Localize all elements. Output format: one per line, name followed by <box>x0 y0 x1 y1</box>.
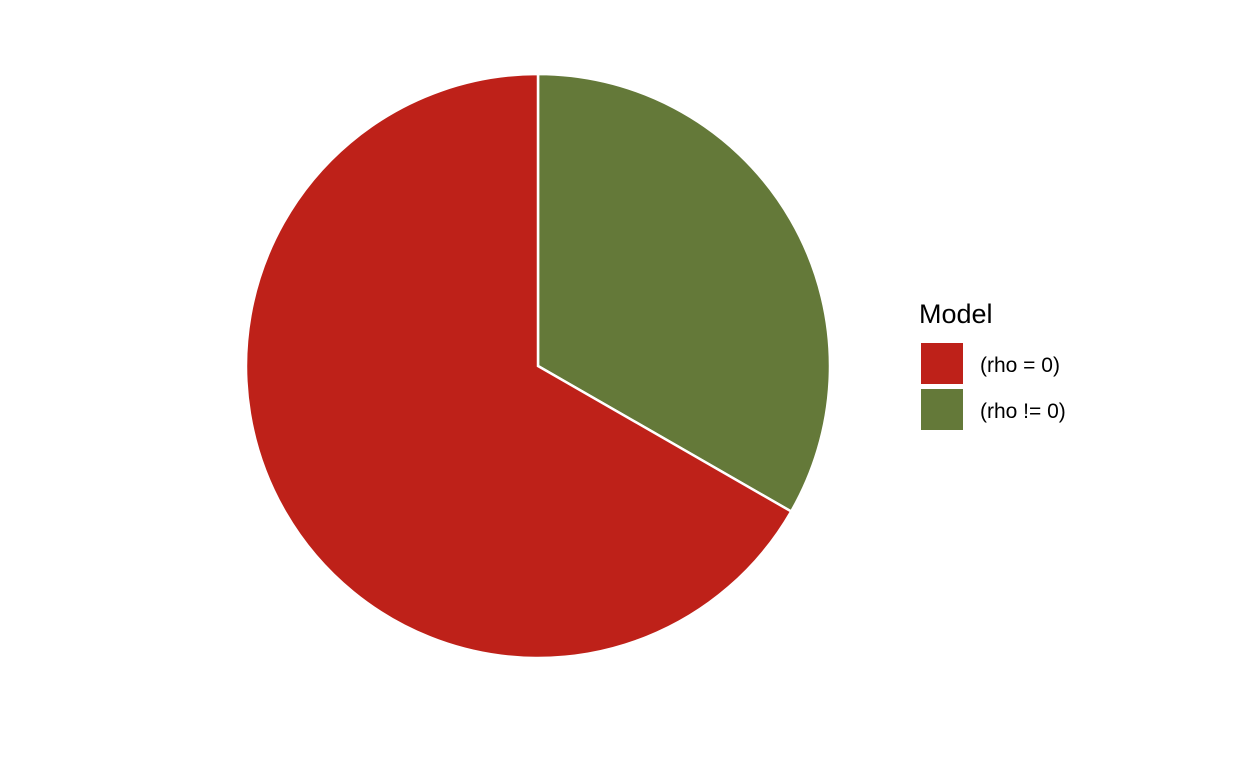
pie-slice-rho-nonzero <box>536 72 832 514</box>
legend-swatch-rho-zero <box>921 343 963 384</box>
legend-label-rho-zero: (rho = 0) <box>980 354 1060 377</box>
legend-label-rho-nonzero: (rho != 0) <box>980 400 1066 423</box>
pie-slice-rho-zero <box>244 72 793 660</box>
legend-swatch-rho-nonzero <box>921 389 963 430</box>
legend: Model (rho = 0) (rho != 0) <box>919 299 1066 430</box>
pie-slices <box>244 72 832 660</box>
legend-title: Model <box>919 299 993 329</box>
